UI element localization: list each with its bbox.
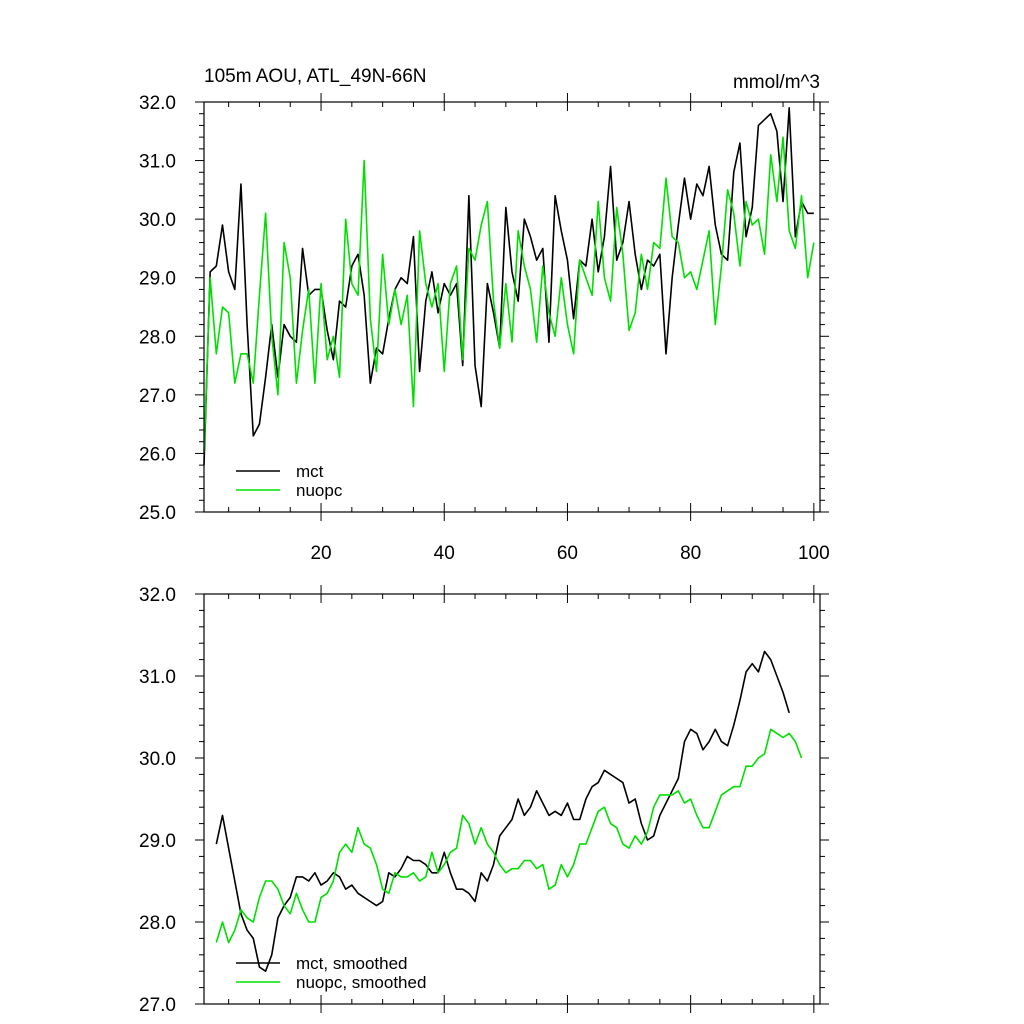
series-line-nuopc xyxy=(203,136,815,454)
bottom-panel-y-tick-labels: 27.0 28.0 29.0 30.0 31.0 32.0 xyxy=(139,585,176,1016)
y-tick-label: 27.0 xyxy=(139,386,176,407)
y-tick-label: 31.0 xyxy=(139,152,176,173)
y-tick-label: 30.0 xyxy=(139,749,176,770)
units-label: mmol/m^3 xyxy=(733,72,820,93)
top-panel-ticks xyxy=(195,93,829,521)
series-line-mct xyxy=(203,107,814,466)
y-tick-label: 29.0 xyxy=(139,831,176,852)
bottom-panel-legend: mct, smoothed nuopc, smoothed xyxy=(236,954,426,992)
x-tick-label: 80 xyxy=(680,543,701,564)
top-panel-x-tick-labels: 20 40 60 80 100 xyxy=(310,543,829,564)
y-tick-label: 31.0 xyxy=(139,667,176,688)
y-tick-label: 26.0 xyxy=(139,444,176,465)
legend-label-mct: mct xyxy=(296,462,324,481)
y-tick-label: 28.0 xyxy=(139,327,176,348)
top-panel-y-tick-labels: 25.0 26.0 27.0 28.0 29.0 30.0 31.0 32.0 xyxy=(139,93,176,524)
top-panel: 105m AOU, ATL_49N-66N mmol/m^3 25.026.02… xyxy=(139,66,830,564)
y-tick-label: 25.0 xyxy=(139,503,176,524)
x-tick-label: 60 xyxy=(557,543,578,564)
x-tick-label: 100 xyxy=(798,543,830,564)
legend-label-nuopc-smoothed: nuopc, smoothed xyxy=(296,973,426,992)
x-tick-label: 20 xyxy=(310,543,331,564)
chart-title: 105m AOU, ATL_49N-66N xyxy=(204,66,426,87)
y-tick-label: 27.0 xyxy=(139,995,176,1016)
top-panel-legend: mct nuopc xyxy=(236,462,343,500)
x-tick-label: 40 xyxy=(434,543,455,564)
y-tick-label: 30.0 xyxy=(139,210,176,231)
bottom-panel-ticks xyxy=(195,585,829,1013)
legend-label-mct-smoothed: mct, smoothed xyxy=(296,954,408,973)
y-tick-label: 29.0 xyxy=(139,269,176,290)
series-line-mct-smoothed xyxy=(215,650,790,973)
bottom-panel-lines xyxy=(215,650,803,973)
top-panel-lines xyxy=(203,107,815,466)
series-line-nuopc-smoothed xyxy=(215,728,803,944)
top-panel-frame xyxy=(203,101,821,513)
y-tick-label: 28.0 xyxy=(139,913,176,934)
legend-label-nuopc: nuopc xyxy=(296,481,343,500)
y-tick-label: 32.0 xyxy=(139,93,176,114)
y-tick-label: 32.0 xyxy=(139,585,176,606)
bottom-panel: 27.0 28.0 29.0 30.0 31.0 32.0 mct, smoothed n… xyxy=(139,585,829,1016)
bottom-panel-frame xyxy=(203,593,821,1005)
